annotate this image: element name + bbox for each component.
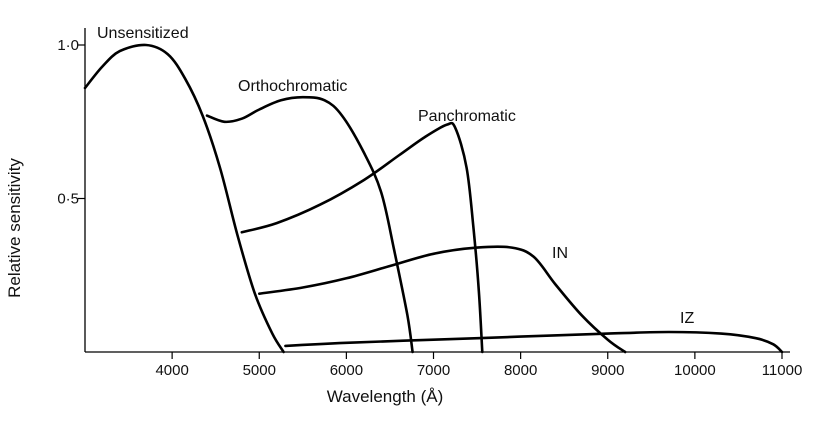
y-tick-label-0-5: 0·5 <box>57 191 79 208</box>
x-axis-title: Wavelength (Å) <box>327 387 444 406</box>
x-tick-label-5000: 5000 <box>243 362 276 379</box>
series-label-in: IN <box>552 245 568 262</box>
x-tick-label-4000: 4000 <box>155 362 188 379</box>
series-label-panchromatic: Panchromatic <box>418 108 516 125</box>
x-tick-label-11000: 11000 <box>762 362 803 379</box>
x-tick-label-6000: 6000 <box>330 362 363 379</box>
series-labels: Unsensitized Orthochromatic Panchromatic IN… <box>97 25 694 327</box>
curve-panchromatic <box>240 121 484 354</box>
curve-unsensitized <box>83 43 285 354</box>
y-tick-label-1: 1·0 <box>57 37 79 54</box>
series-label-iz: IZ <box>680 310 694 327</box>
x-tick-label-8000: 8000 <box>504 362 537 379</box>
x-tick-label-9000: 9000 <box>591 362 624 379</box>
curve-in <box>258 245 627 354</box>
y-axis-title: Relative sensitivity <box>5 158 24 298</box>
curve-iz <box>284 330 784 354</box>
series-label-unsensitized: Unsensitized <box>97 25 189 42</box>
curves <box>83 43 784 354</box>
x-tick-label-10000: 10000 <box>674 362 716 379</box>
axis-ticks: 4000 5000 6000 7000 8000 9000 10000 11000 0·5 1·0 <box>57 37 802 379</box>
curve-orthochromatic <box>205 95 414 354</box>
series-label-orthochromatic: Orthochromatic <box>238 78 347 95</box>
x-tick-label-7000: 7000 <box>417 362 450 379</box>
